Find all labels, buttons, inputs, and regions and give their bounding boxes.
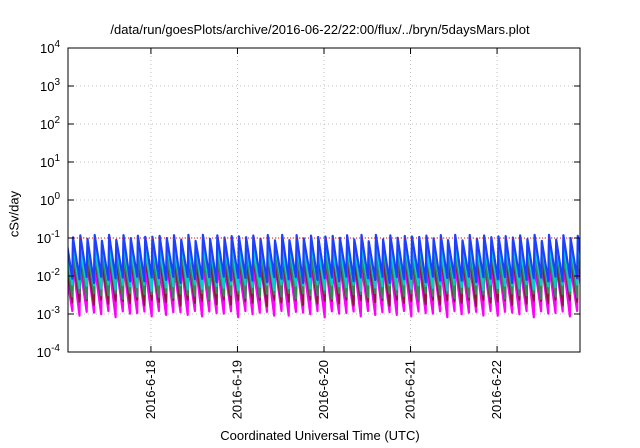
x-tick-label: 2016-6-20: [316, 360, 331, 419]
y-tick-label: 10-2: [37, 267, 61, 284]
y-tick-label: 10-3: [37, 305, 61, 322]
x-axis-label: Coordinated Universal Time (UTC): [220, 428, 420, 443]
x-tick-label: 2016-6-19: [229, 360, 244, 419]
y-tick-label: 102: [40, 115, 60, 132]
x-tick-label: 2016-6-18: [143, 360, 158, 419]
x-tick-label: 2016-6-21: [403, 360, 418, 419]
chart-title: /data/run/goesPlots/archive/2016-06-22/2…: [110, 22, 530, 37]
y-tick-label: 10-4: [37, 343, 61, 360]
data-series-line: [68, 233, 580, 285]
y-tick-label: 101: [40, 153, 60, 170]
x-tick-label: 2016-6-22: [489, 360, 504, 419]
y-tick-label: 104: [40, 39, 60, 56]
data-series-line: [68, 248, 580, 301]
y-tick-label: 10-1: [37, 229, 61, 246]
y-tick-label: 103: [40, 77, 60, 94]
y-tick-label: 100: [40, 191, 60, 208]
